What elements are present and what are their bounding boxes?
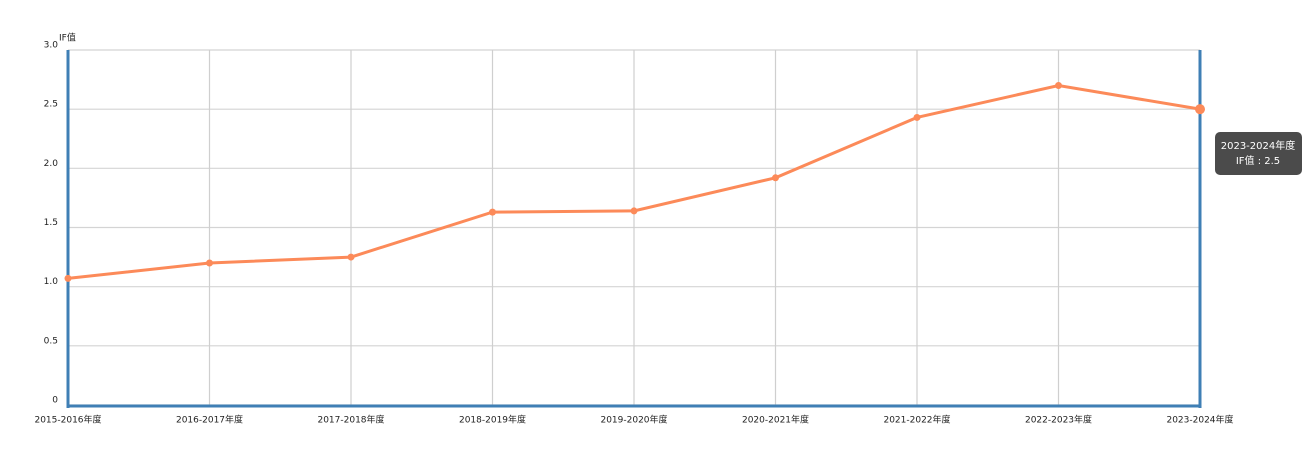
y-tick-label: 0.5	[44, 336, 58, 346]
tooltip-label: IF值 : 2.5	[1236, 154, 1280, 167]
point	[206, 259, 213, 267]
y-axis-label: IF值	[59, 32, 76, 44]
point	[913, 113, 921, 121]
y-tick-label: 0	[52, 396, 58, 406]
y-tick-label: 2.5	[44, 100, 58, 110]
y-tick-label: 3.0	[44, 41, 59, 51]
point	[64, 274, 72, 282]
x-tick-label: 2020-2021年度	[742, 414, 809, 426]
tooltip: 2023-2024年度 IF值 : 2.5	[1215, 132, 1302, 175]
tooltip-title: 2023-2024年度	[1221, 139, 1296, 152]
x-tick-label: 2016-2017年度	[176, 414, 243, 426]
x-tick-label: 2019-2020年度	[600, 414, 667, 426]
x-tick-label: 2018-2019年度	[459, 414, 526, 426]
x-tick-label: 2017-2018年度	[317, 414, 384, 426]
y-tick-label: 1.5	[44, 218, 58, 228]
point	[1055, 82, 1062, 89]
y-tick-label: 2.0	[44, 159, 59, 169]
x-tick-label: 2021-2022年度	[883, 414, 950, 426]
tooltip-box	[1215, 132, 1302, 175]
point	[347, 253, 355, 261]
point	[1195, 104, 1205, 115]
x-tick-label: 2022-2023年度	[1025, 414, 1092, 426]
point	[772, 174, 779, 182]
x-tick-label: 2023-2024年度	[1166, 414, 1233, 426]
point	[489, 208, 496, 216]
y-tick-label: 1.0	[44, 277, 59, 287]
point	[630, 207, 638, 215]
x-tick-label: 2015-2016年度	[34, 414, 101, 426]
